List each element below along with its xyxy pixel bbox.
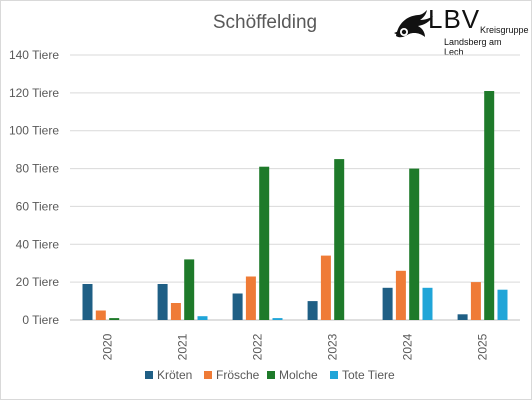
x-tick-label: 2025 — [476, 333, 490, 360]
legend-label: Molche — [279, 368, 318, 382]
bar-molche-2025 — [484, 91, 495, 320]
bar-tote-tiere-2022 — [272, 318, 283, 320]
bar-frösche-2025 — [470, 282, 481, 320]
x-tick-label: 2024 — [401, 333, 415, 360]
logo-subtitle-line1: Kreisgruppe — [480, 25, 529, 35]
bars — [82, 91, 508, 320]
bar-frösche-2022 — [245, 276, 256, 320]
y-tick-label: 60 Tiere — [16, 199, 60, 213]
bar-molche-2020 — [109, 318, 120, 320]
bar-molche-2021 — [184, 259, 195, 320]
x-tick-label: 2023 — [326, 333, 340, 360]
y-axis-ticks: 0 Tiere 20 Tiere 40 Tiere 60 Tiere 80 Tiere 1… — [9, 48, 59, 327]
y-tick-label: 140 Tiere — [9, 48, 59, 62]
bar-kröten-2021 — [157, 284, 168, 320]
logo-text: LBV — [428, 4, 481, 34]
legend-item: Frösche — [204, 368, 259, 382]
bar-frösche-2021 — [170, 303, 181, 320]
y-tick-label: 120 Tiere — [9, 86, 59, 100]
bar-kröten-2020 — [82, 284, 93, 320]
y-tick-label: 100 Tiere — [9, 124, 59, 138]
y-tick-label: 80 Tiere — [16, 162, 60, 176]
legend: Kröten Frösche Molche Tote Tiere — [0, 368, 532, 388]
x-tick-label: 2022 — [251, 333, 265, 360]
legend-item: Molche — [267, 368, 318, 382]
logo-subtitle-line2: Landsberg am Lech — [444, 37, 502, 57]
legend-label: Kröten — [157, 368, 193, 382]
bar-molche-2023 — [334, 159, 345, 320]
gridlines — [70, 54, 520, 321]
bar-kröten-2023 — [307, 301, 318, 320]
x-tick-label: 2020 — [101, 333, 115, 360]
x-tick-label: 2021 — [176, 333, 190, 360]
bar-frösche-2023 — [320, 255, 331, 320]
bar-kröten-2024 — [382, 287, 393, 320]
y-tick-label: 40 Tiere — [16, 237, 60, 251]
bird-logo-icon — [394, 10, 433, 38]
bar-frösche-2024 — [395, 270, 406, 320]
x-axis-ticks: 2020 2021 2022 2023 2024 2025 — [101, 333, 490, 360]
legend-item: Tote Tiere — [330, 368, 395, 382]
chart-title: Schöffelding — [212, 12, 318, 33]
y-tick-label: 20 Tiere — [16, 275, 60, 289]
bar-tote-tiere-2021 — [197, 316, 208, 320]
bar-tote-tiere-2025 — [497, 289, 508, 320]
legend-label: Frösche — [216, 368, 260, 382]
legend-item: Kröten — [145, 368, 192, 382]
legend-swatch — [267, 371, 275, 379]
bar-molche-2022 — [259, 166, 270, 320]
bar-kröten-2022 — [232, 293, 243, 320]
bar-frösche-2020 — [95, 310, 106, 320]
lbv-logo: LBV Kreisgruppe Landsberg am Lech — [392, 4, 529, 57]
legend-swatch — [330, 371, 338, 379]
bar-molche-2024 — [409, 168, 420, 320]
y-tick-label: 0 Tiere — [22, 313, 59, 327]
bar-tote-tiere-2024 — [422, 287, 433, 320]
bar-kröten-2025 — [457, 314, 468, 320]
legend-swatch — [204, 371, 212, 379]
legend-swatch — [145, 371, 153, 379]
legend-label: Tote Tiere — [342, 368, 395, 382]
